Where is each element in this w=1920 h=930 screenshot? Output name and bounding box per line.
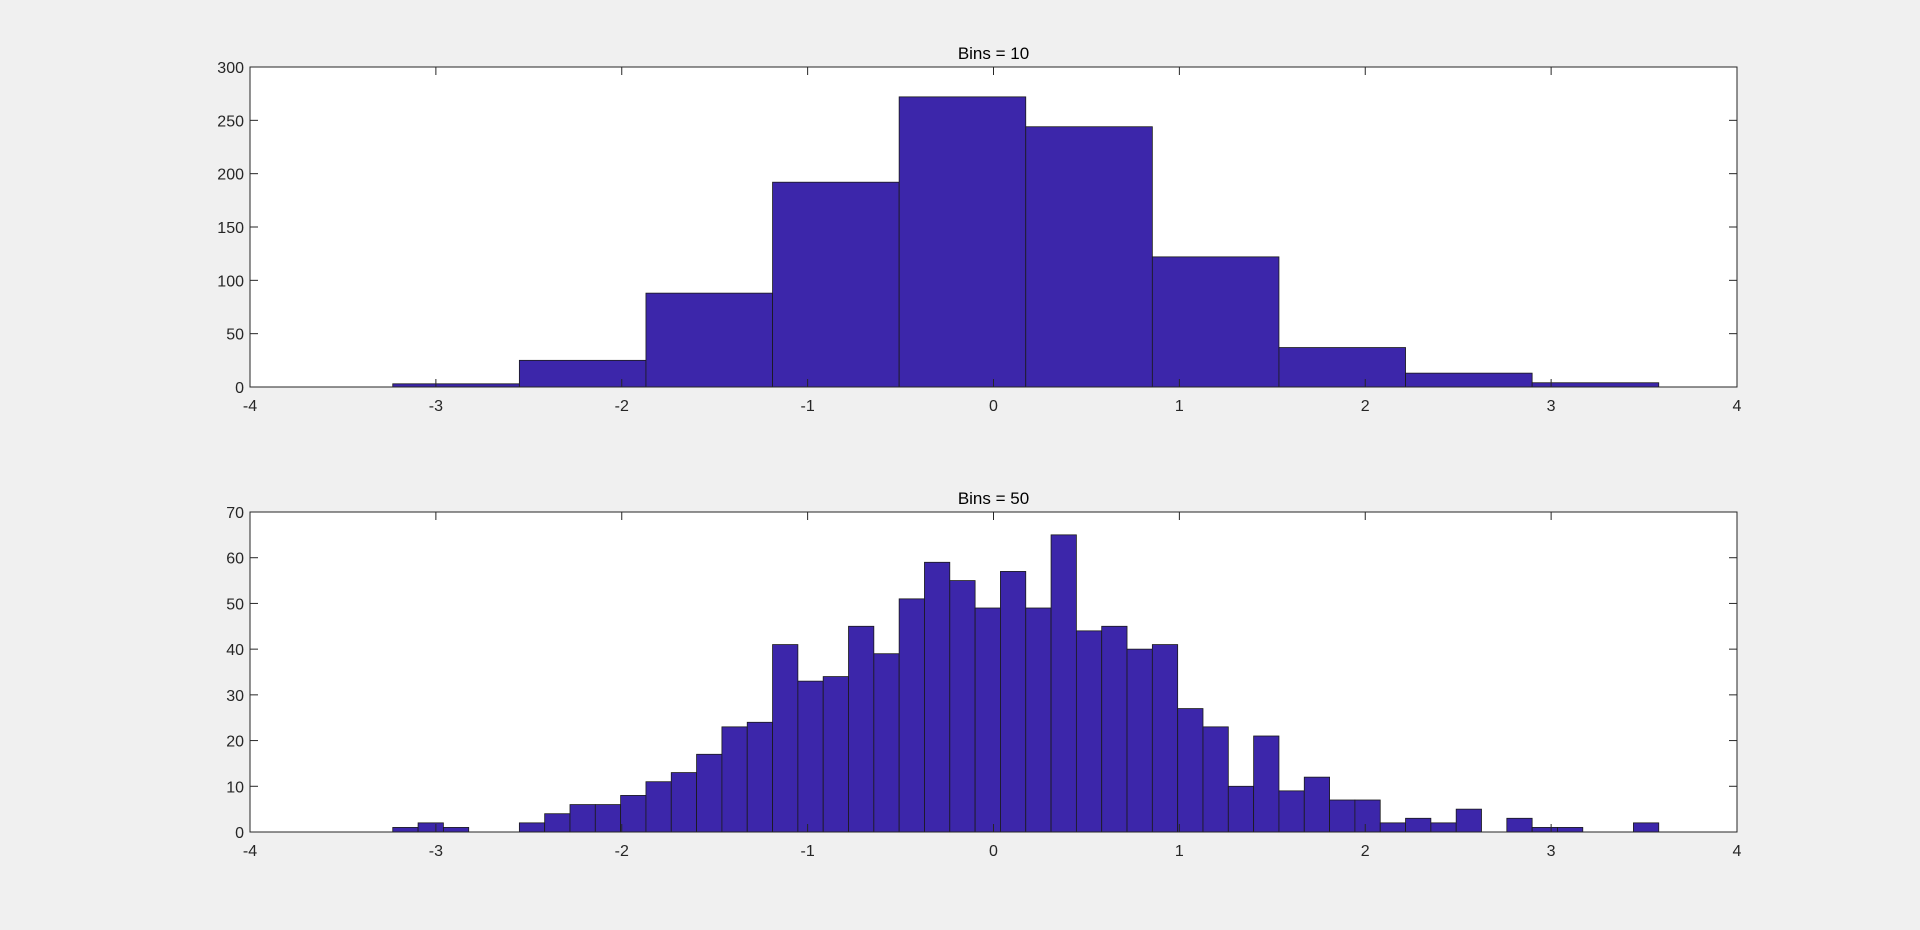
histogram-bar — [1329, 799, 1356, 833]
y-tick-label: 300 — [217, 60, 244, 77]
histogram-bar — [544, 813, 571, 833]
histogram-bar — [1633, 822, 1660, 833]
histogram-bar — [898, 598, 925, 833]
x-tick-label: 2 — [1361, 398, 1370, 415]
histogram-bar — [1227, 785, 1255, 833]
histogram-bar — [670, 772, 697, 833]
histogram-bar — [1557, 827, 1584, 833]
histogram-bar — [1405, 817, 1432, 833]
x-tick-label: 0 — [989, 843, 998, 860]
axes-border-bottom — [249, 511, 1738, 833]
y-tick-label: 20 — [226, 734, 244, 751]
histogram-bar — [1430, 822, 1457, 833]
histogram-bar — [898, 96, 1027, 388]
y-tick-labels-top: 0 50 100 150 200 250 300 — [217, 60, 244, 397]
histogram-bar — [848, 625, 875, 833]
histogram-bar — [442, 827, 470, 833]
histogram-bar — [1455, 808, 1482, 833]
histogram-bins-10: -4 -3 -2 -1 0 1 2 3 4 0 50 100 150 200 250 300 Bins = … — [217, 44, 1741, 415]
histogram-bar — [1075, 630, 1103, 833]
histogram-bar — [1253, 735, 1280, 833]
histogram-bar — [1303, 776, 1330, 833]
histogram-bar — [620, 795, 647, 833]
x-tick-label: -2 — [615, 398, 629, 415]
y-tick-label: 70 — [226, 505, 244, 522]
y-tick-label: 0 — [235, 825, 244, 842]
y-tick-labels-bottom: 0 10 20 30 40 50 60 70 — [226, 505, 244, 842]
x-tick-label: 3 — [1547, 398, 1556, 415]
histogram-bar — [822, 676, 849, 833]
histogram-bar — [949, 580, 976, 833]
bars-bottom — [392, 534, 1660, 833]
histogram-bar — [1151, 644, 1179, 833]
y-tick-label: 30 — [226, 688, 244, 705]
x-tick-label: 4 — [1733, 398, 1742, 415]
x-tick-label: 2 — [1361, 843, 1370, 860]
chart-title-bottom: Bins = 50 — [958, 489, 1029, 508]
histogram-bar — [772, 181, 900, 388]
histogram-bar — [772, 644, 799, 833]
histogram-bar — [1000, 571, 1027, 833]
histogram-bar — [518, 359, 647, 388]
histogram-bar — [1126, 648, 1153, 833]
y-tick-label: 0 — [235, 380, 244, 397]
x-tick-label: -2 — [615, 843, 629, 860]
x-tick-labels-top: -4 -3 -2 -1 0 1 2 3 4 — [243, 398, 1742, 415]
histogram-bar — [569, 804, 596, 833]
y-tick-label: 150 — [217, 220, 244, 237]
histogram-bar — [873, 653, 900, 833]
x-tick-labels-bottom: -4 -3 -2 -1 0 1 2 3 4 — [243, 843, 1742, 860]
histogram-bar — [645, 292, 773, 388]
histogram-bar — [1506, 817, 1533, 833]
x-tick-label: 3 — [1547, 843, 1556, 860]
histogram-bar — [417, 822, 444, 833]
x-tick-label: 4 — [1733, 843, 1742, 860]
histogram-bins-50: -4 -3 -2 -1 0 1 2 3 4 0 10 20 30 40 50 60 70 Bins = 50 — [226, 489, 1741, 860]
histogram-bar — [1177, 708, 1204, 833]
chart-title-top: Bins = 10 — [958, 44, 1029, 63]
x-tick-label: -3 — [429, 398, 443, 415]
x-tick-label: 1 — [1175, 398, 1184, 415]
histogram-bar — [1202, 726, 1229, 833]
histogram-bar — [1050, 534, 1077, 833]
y-tick-label: 50 — [226, 596, 244, 613]
x-tick-label: -4 — [243, 398, 257, 415]
histogram-bar — [1531, 827, 1558, 833]
x-tick-label: 1 — [1175, 843, 1184, 860]
histogram-bar — [518, 822, 546, 833]
x-tick-label: -3 — [429, 843, 443, 860]
histogram-bar — [1151, 256, 1280, 388]
x-tick-label: -1 — [801, 398, 815, 415]
y-tick-label: 10 — [226, 779, 244, 796]
histogram-bar — [1405, 372, 1533, 388]
y-tick-label: 40 — [226, 642, 244, 659]
y-tick-label: 200 — [217, 167, 244, 184]
histogram-bar — [974, 607, 1001, 833]
y-tick-label: 50 — [226, 327, 244, 344]
axes-border-top — [249, 66, 1738, 388]
y-tick-label: 60 — [226, 551, 244, 568]
y-tick-label: 100 — [217, 273, 244, 290]
histogram-bar — [1379, 822, 1406, 833]
x-tick-label: 0 — [989, 398, 998, 415]
y-tick-label: 250 — [217, 113, 244, 130]
histogram-bar — [1101, 625, 1128, 833]
histogram-bar — [1025, 607, 1052, 833]
histogram-bar — [594, 804, 622, 833]
bars-top — [392, 96, 1660, 388]
x-tick-label: -4 — [243, 843, 257, 860]
histogram-bar — [721, 726, 748, 833]
histogram-bar — [1278, 347, 1406, 388]
histogram-bar — [392, 827, 419, 833]
histogram-bar — [645, 781, 672, 833]
histogram-bar — [797, 680, 824, 833]
histogram-bar — [746, 721, 773, 833]
histogram-bar — [1025, 126, 1153, 388]
histogram-bar — [1278, 790, 1305, 833]
x-tick-label: -1 — [801, 843, 815, 860]
histogram-bar — [696, 753, 723, 833]
histogram-bar — [1354, 799, 1381, 833]
histogram-bar — [924, 561, 951, 833]
